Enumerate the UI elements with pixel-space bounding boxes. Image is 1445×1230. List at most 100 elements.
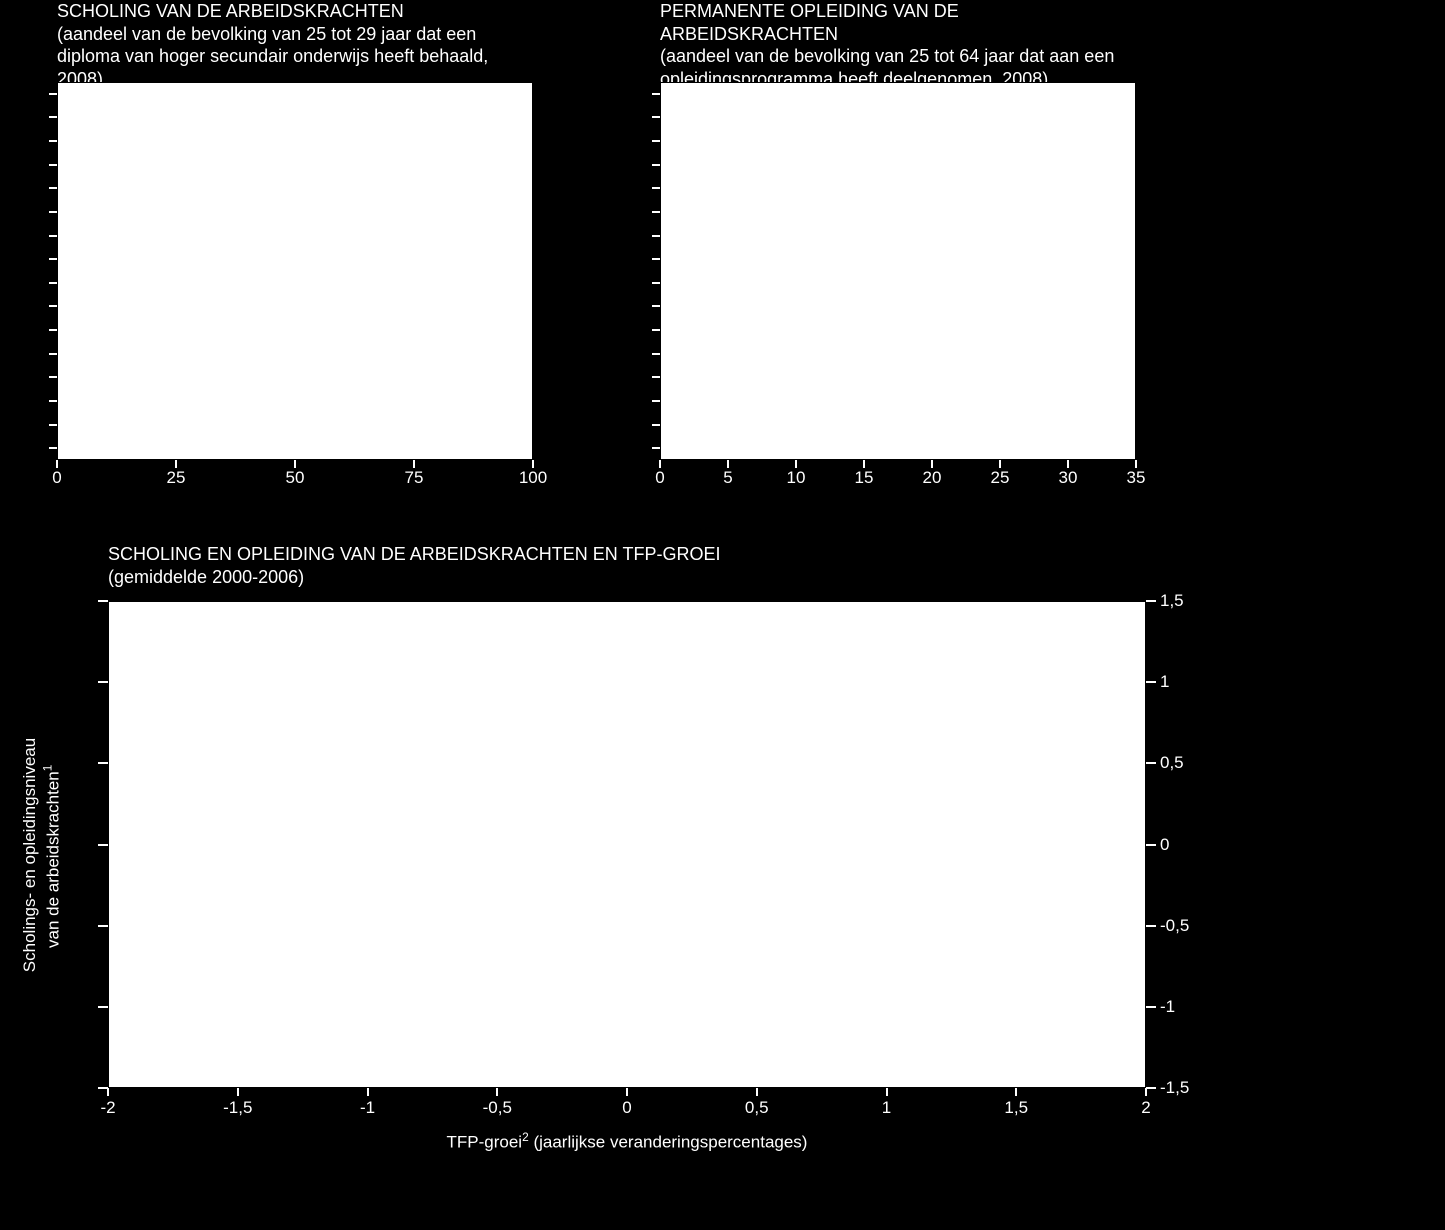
y-tick-mark xyxy=(49,93,57,95)
y-tick-mark xyxy=(49,282,57,284)
y-axis-title-line: van de arbeidskrachten1 xyxy=(41,726,64,986)
x-tick-mark xyxy=(294,460,296,468)
x-tick-mark xyxy=(1015,1088,1017,1096)
y-tick-mark xyxy=(652,400,660,402)
plot-area xyxy=(660,82,1136,460)
chart-title: PERMANENTE OPLEIDING VAN DE ARBEIDSKRACH… xyxy=(660,0,1140,45)
y-tick-label-right: 1,5 xyxy=(1160,591,1184,611)
chart-title-block: SCHOLING VAN DE ARBEIDSKRACHTEN (aandeel… xyxy=(57,0,537,90)
y-tick-mark-right xyxy=(1146,925,1156,927)
y-tick-mark xyxy=(652,282,660,284)
y-tick-mark xyxy=(49,258,57,260)
plot-area xyxy=(108,601,1146,1088)
x-tick-mark xyxy=(532,460,534,468)
x-axis-title: TFP-groei2 (jaarlijkse veranderingsperce… xyxy=(427,1130,827,1153)
y-tick-mark-right xyxy=(1146,600,1156,602)
x-tick-label: 100 xyxy=(519,468,547,488)
x-tick-label: 0 xyxy=(52,468,61,488)
y-tick-mark xyxy=(652,164,660,166)
x-tick-label: 75 xyxy=(405,468,424,488)
x-tick-label: -1,5 xyxy=(223,1098,252,1118)
y-tick-mark xyxy=(652,329,660,331)
x-tick-label: 10 xyxy=(787,468,806,488)
x-tick-mark xyxy=(756,1088,758,1096)
x-tick-mark xyxy=(496,1088,498,1096)
x-tick-mark xyxy=(999,460,1001,468)
x-tick-mark xyxy=(863,460,865,468)
x-tick-label: 0 xyxy=(622,1098,631,1118)
y-tick-mark-left xyxy=(98,762,108,764)
y-tick-mark xyxy=(49,211,57,213)
chart-subtitle: (gemiddelde 2000-2006) xyxy=(108,566,1108,589)
x-tick-label: 5 xyxy=(723,468,732,488)
y-tick-mark-left xyxy=(98,1006,108,1008)
y-tick-mark xyxy=(49,140,57,142)
y-tick-mark xyxy=(652,116,660,118)
y-tick-mark xyxy=(652,376,660,378)
x-tick-mark xyxy=(367,1088,369,1096)
x-tick-label: -1 xyxy=(360,1098,375,1118)
x-tick-label: 1,5 xyxy=(1004,1098,1028,1118)
x-tick-label: 25 xyxy=(991,468,1010,488)
x-tick-mark xyxy=(175,460,177,468)
y-tick-label-right: 1 xyxy=(1160,672,1169,692)
y-tick-mark xyxy=(652,258,660,260)
chart-subtitle: (aandeel van de bevolking van 25 tot 29 … xyxy=(57,23,537,91)
x-tick-label: 25 xyxy=(167,468,186,488)
x-tick-mark xyxy=(413,460,415,468)
y-tick-mark xyxy=(49,447,57,449)
y-tick-mark-right xyxy=(1146,1006,1156,1008)
x-tick-label: 0 xyxy=(655,468,664,488)
y-tick-mark xyxy=(652,305,660,307)
plot-area xyxy=(57,82,533,460)
y-tick-mark-left xyxy=(98,600,108,602)
y-axis-title-line: Scholings- en opleidingsniveau xyxy=(20,725,40,985)
y-tick-mark xyxy=(652,140,660,142)
y-tick-mark-left xyxy=(98,844,108,846)
y-tick-mark xyxy=(49,164,57,166)
y-tick-label-right: -0,5 xyxy=(1160,916,1189,936)
x-tick-label: 2 xyxy=(1141,1098,1150,1118)
y-tick-mark xyxy=(49,329,57,331)
y-tick-mark xyxy=(49,187,57,189)
x-tick-mark xyxy=(659,460,661,468)
y-tick-mark xyxy=(652,447,660,449)
y-tick-mark-right xyxy=(1146,681,1156,683)
y-tick-mark xyxy=(49,424,57,426)
y-tick-mark xyxy=(652,187,660,189)
x-tick-label: 35 xyxy=(1127,468,1146,488)
chart-title-block: SCHOLING EN OPLEIDING VAN DE ARBEIDSKRAC… xyxy=(108,543,1108,588)
x-tick-mark xyxy=(107,1088,109,1096)
y-tick-label-right: -1 xyxy=(1160,997,1175,1017)
y-tick-mark xyxy=(49,400,57,402)
x-tick-mark xyxy=(886,1088,888,1096)
y-tick-mark-right xyxy=(1146,762,1156,764)
y-tick-label-right: 0,5 xyxy=(1160,753,1184,773)
y-tick-mark xyxy=(652,235,660,237)
x-tick-label: 50 xyxy=(286,468,305,488)
x-tick-mark xyxy=(1067,460,1069,468)
x-tick-label: -0,5 xyxy=(483,1098,512,1118)
x-tick-label: -2 xyxy=(100,1098,115,1118)
y-tick-mark xyxy=(49,235,57,237)
y-tick-mark xyxy=(49,305,57,307)
y-tick-mark xyxy=(652,211,660,213)
y-tick-mark xyxy=(49,116,57,118)
y-tick-mark-right xyxy=(1146,844,1156,846)
y-tick-mark xyxy=(49,376,57,378)
x-tick-mark xyxy=(1135,460,1137,468)
x-tick-label: 15 xyxy=(855,468,874,488)
chart-title: SCHOLING EN OPLEIDING VAN DE ARBEIDSKRAC… xyxy=(108,543,1108,566)
x-tick-mark xyxy=(727,460,729,468)
y-tick-label-right: -1,5 xyxy=(1160,1078,1189,1098)
y-tick-label-right: 0 xyxy=(1160,835,1169,855)
chart-title: SCHOLING VAN DE ARBEIDSKRACHTEN xyxy=(57,0,537,23)
y-tick-mark-left xyxy=(98,925,108,927)
y-tick-mark-right xyxy=(1146,1087,1156,1089)
y-tick-mark-left xyxy=(98,681,108,683)
x-tick-label: 1 xyxy=(882,1098,891,1118)
x-tick-label: 30 xyxy=(1059,468,1078,488)
x-tick-label: 0,5 xyxy=(745,1098,769,1118)
y-tick-mark xyxy=(652,424,660,426)
x-tick-mark xyxy=(1145,1088,1147,1096)
